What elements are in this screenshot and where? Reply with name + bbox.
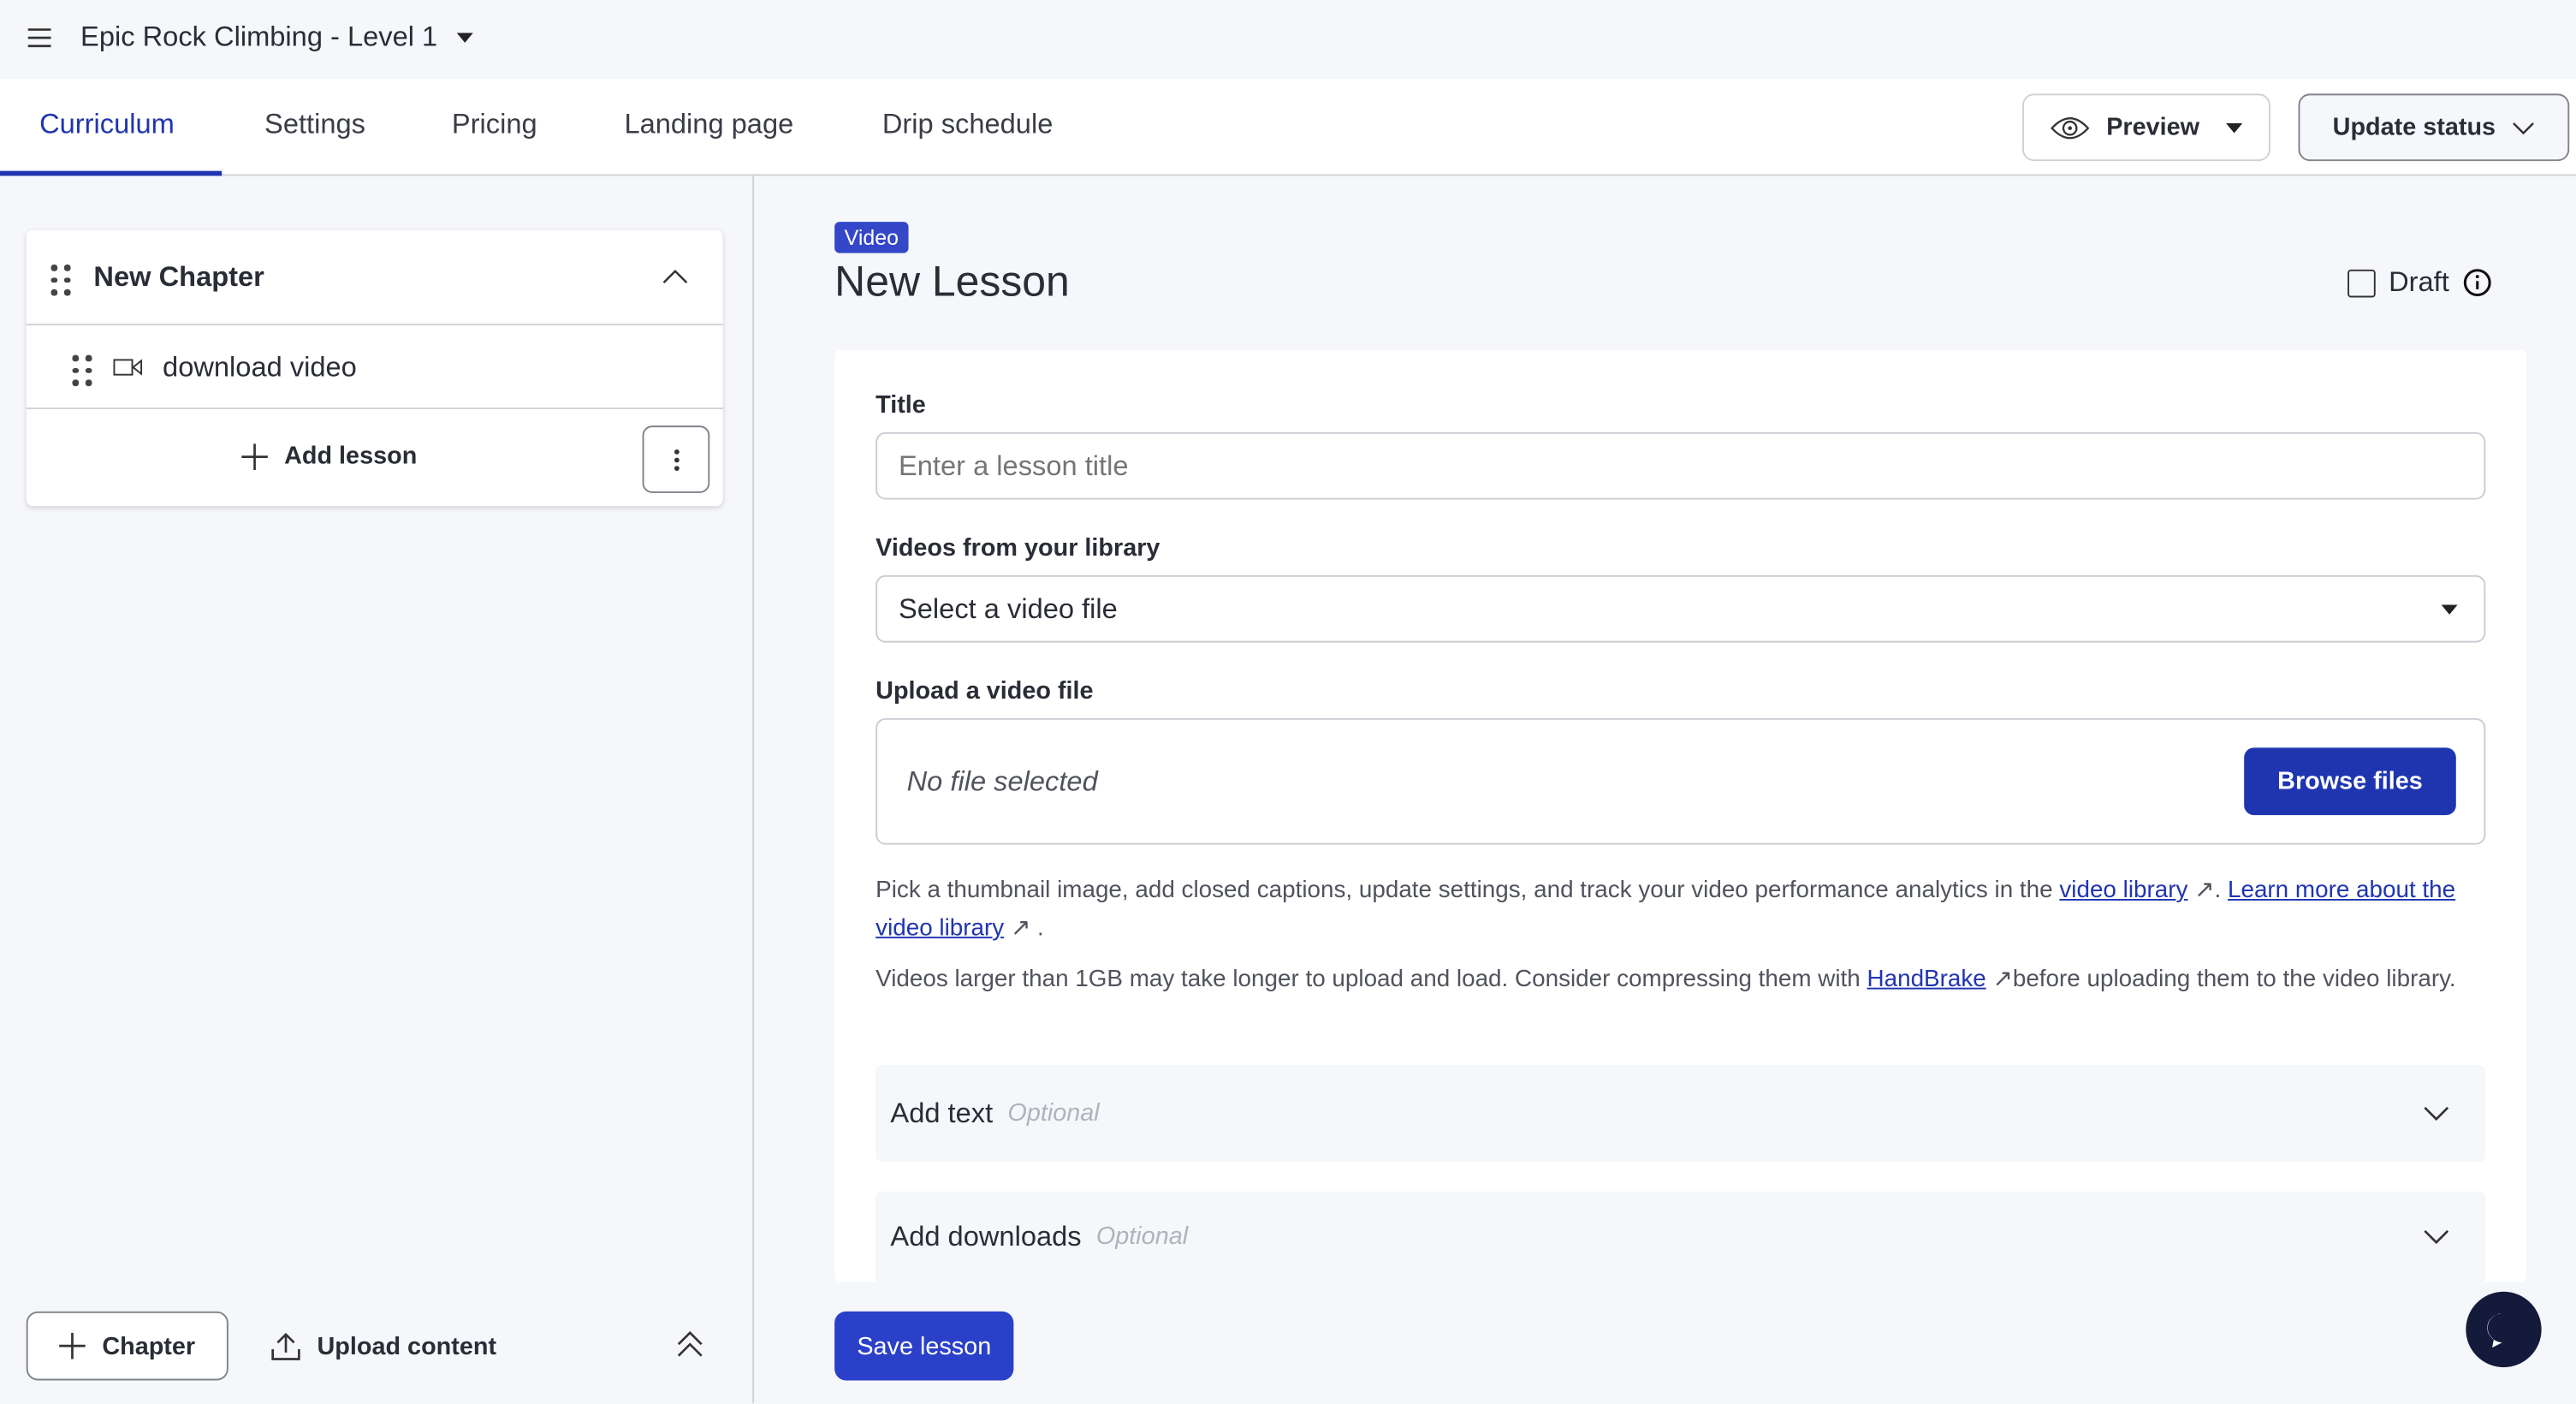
add-downloads-accordion[interactable]: Add downloads Optional bbox=[875, 1191, 2486, 1282]
lesson-form: Title Videos from your library Select a … bbox=[834, 349, 2527, 1282]
drag-handle-icon[interactable] bbox=[50, 265, 71, 295]
course-title[interactable]: Epic Rock Climbing - Level 1 bbox=[80, 21, 438, 53]
add-text-accordion[interactable]: Add text Optional bbox=[875, 1064, 2486, 1163]
tab-settings[interactable]: Settings bbox=[264, 108, 365, 140]
preview-label: Preview bbox=[2106, 113, 2200, 142]
learn-more-link[interactable]: Learn more about the video library bbox=[875, 878, 2456, 942]
lesson-title-input[interactable] bbox=[875, 431, 2486, 500]
video-icon bbox=[113, 359, 143, 376]
save-lesson-button[interactable]: Save lesson bbox=[834, 1311, 1014, 1381]
save-label: Save lesson bbox=[857, 1331, 992, 1360]
add-lesson-row: Add lesson bbox=[27, 411, 723, 506]
tab-landing-page[interactable]: Landing page bbox=[624, 108, 794, 140]
tab-curriculum[interactable]: Curriculum bbox=[39, 108, 175, 140]
chevron-down-icon bbox=[2513, 122, 2535, 134]
help-text: before uploading them to the video libra… bbox=[2012, 966, 2456, 993]
draft-label: Draft bbox=[2389, 265, 2449, 298]
plus-icon bbox=[59, 1332, 86, 1359]
caret-down-icon bbox=[2441, 604, 2458, 615]
chevron-down-icon bbox=[2424, 1229, 2449, 1245]
help-text-library: Pick a thumbnail image, add closed capti… bbox=[875, 878, 2456, 942]
select-value: Select a video file bbox=[899, 592, 1118, 624]
more-vertical-icon bbox=[674, 449, 679, 471]
chapter-title: New Chapter bbox=[93, 261, 264, 293]
video-library-link[interactable]: video library bbox=[2059, 878, 2188, 904]
help-text: Pick a thumbnail image, add closed capti… bbox=[875, 878, 2060, 904]
title-label: Title bbox=[875, 390, 926, 419]
menu-icon[interactable] bbox=[27, 28, 51, 48]
upload-icon bbox=[271, 1332, 300, 1360]
help-text-size: Videos larger than 1GB may take longer t… bbox=[875, 966, 2456, 993]
upload-label: Upload a video file bbox=[875, 676, 1094, 705]
upload-content-button[interactable]: Upload content bbox=[271, 1312, 496, 1381]
accordion-title: Add text bbox=[890, 1097, 994, 1128]
add-chapter-button[interactable]: Chapter bbox=[26, 1311, 229, 1381]
chat-button[interactable] bbox=[2466, 1291, 2542, 1368]
chapter-header[interactable]: New Chapter bbox=[26, 230, 723, 326]
handbrake-link[interactable]: HandBrake bbox=[1867, 966, 1986, 993]
lesson-type-badge: Video bbox=[834, 222, 909, 253]
lesson-item[interactable]: download video bbox=[26, 327, 723, 409]
page-title: New Lesson bbox=[834, 256, 1070, 306]
upload-content-label: Upload content bbox=[317, 1331, 497, 1360]
help-text: . bbox=[2214, 878, 2228, 904]
lesson-title: download video bbox=[163, 351, 357, 384]
help-text: Videos larger than 1GB may take longer t… bbox=[875, 966, 1867, 993]
draft-toggle: Draft bbox=[2347, 266, 2492, 299]
chevron-down-icon bbox=[2424, 1106, 2449, 1121]
add-lesson-button[interactable]: Add lesson bbox=[241, 442, 417, 470]
more-options-button[interactable] bbox=[642, 425, 710, 493]
chat-bubble-icon bbox=[2487, 1312, 2504, 1348]
drag-handle-icon[interactable] bbox=[72, 354, 92, 386]
no-file-text: No file selected bbox=[906, 764, 1098, 797]
draft-checkbox[interactable] bbox=[2347, 268, 2376, 297]
top-bar: Epic Rock Climbing - Level 1 bbox=[0, 0, 2576, 79]
update-status-button[interactable]: Update status bbox=[2298, 93, 2570, 162]
tab-bar: Curriculum Settings Pricing Landing page… bbox=[0, 79, 2576, 176]
tab-drip-schedule[interactable]: Drip schedule bbox=[881, 108, 1054, 140]
chapter-card: New Chapter download video Add lesson bbox=[26, 229, 723, 507]
info-icon[interactable] bbox=[2462, 268, 2492, 298]
double-chevron-up-icon[interactable] bbox=[677, 1330, 703, 1358]
video-library-select[interactable]: Select a video file bbox=[875, 574, 2486, 643]
browse-files-button[interactable]: Browse files bbox=[2244, 747, 2456, 816]
caret-down-icon bbox=[2225, 122, 2242, 133]
add-lesson-label: Add lesson bbox=[284, 442, 418, 471]
curriculum-sidebar bbox=[0, 176, 755, 1404]
caret-down-icon[interactable] bbox=[456, 33, 473, 44]
upload-dropzone[interactable]: No file selected Browse files bbox=[875, 717, 2486, 845]
add-chapter-label: Chapter bbox=[102, 1331, 196, 1360]
update-status-label: Update status bbox=[2332, 113, 2496, 142]
accordion-title: Add downloads bbox=[890, 1220, 1082, 1252]
active-tab-indicator bbox=[0, 170, 223, 176]
eye-icon bbox=[2051, 116, 2090, 139]
tab-pricing[interactable]: Pricing bbox=[451, 108, 537, 140]
library-label: Videos from your library bbox=[875, 533, 1160, 562]
optional-label: Optional bbox=[1007, 1099, 1100, 1127]
optional-label: Optional bbox=[1095, 1223, 1189, 1251]
plus-icon bbox=[241, 443, 268, 470]
help-text: . bbox=[1037, 915, 1044, 942]
preview-button[interactable]: Preview bbox=[2022, 93, 2270, 162]
chevron-up-icon[interactable] bbox=[662, 268, 689, 284]
